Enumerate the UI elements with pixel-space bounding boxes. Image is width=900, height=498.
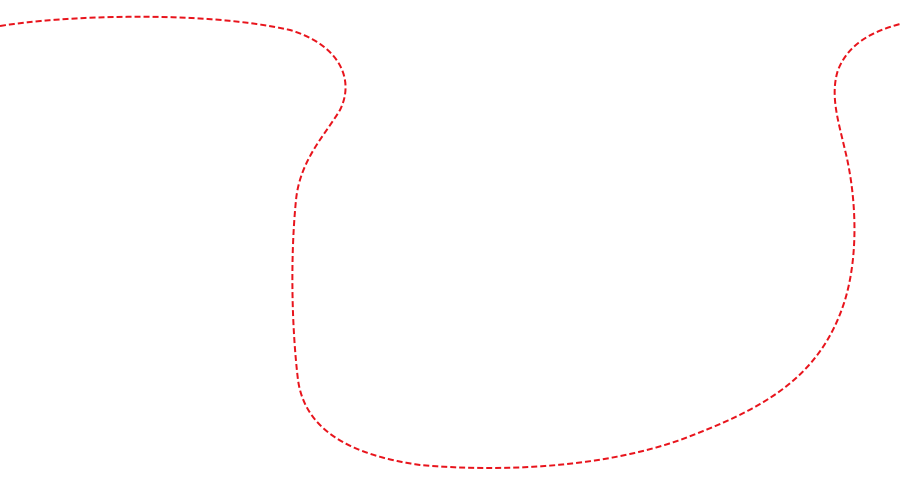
dashed-curve — [0, 15, 900, 469]
